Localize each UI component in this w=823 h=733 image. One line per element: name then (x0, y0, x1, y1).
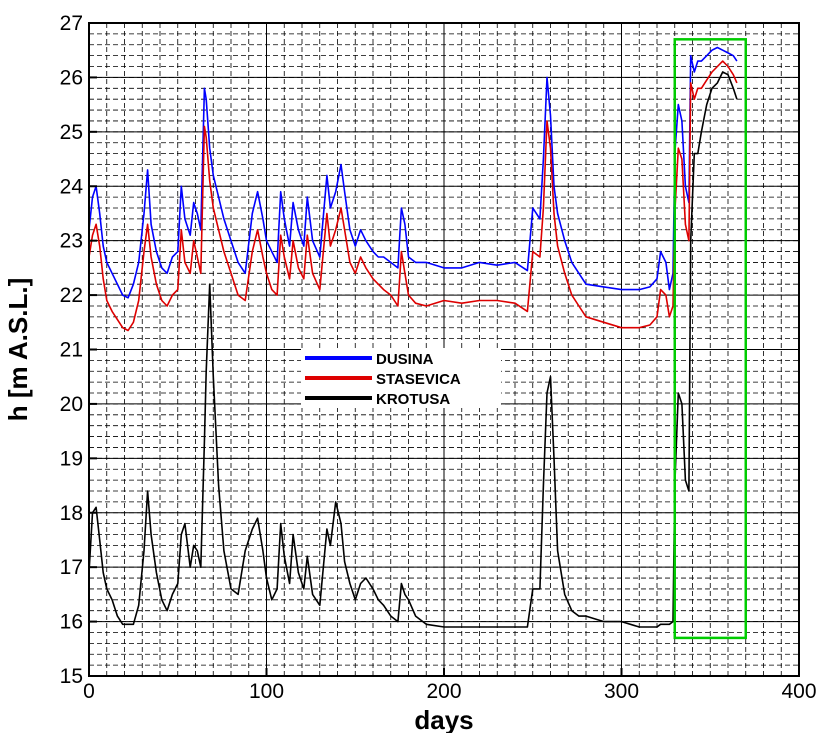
y-tick-label: 25 (60, 121, 83, 144)
series-line-krotusa (88, 71, 738, 628)
y-tick-label: 26 (60, 66, 83, 89)
y-tick-label: 24 (60, 175, 84, 198)
y-tick-label: 18 (60, 502, 83, 525)
x-axis-title: days (414, 705, 473, 733)
y-tick-label: 23 (60, 230, 83, 253)
series-line-stasevica (88, 60, 738, 332)
y-tick-label: 20 (60, 393, 83, 416)
y-tick-label: 17 (60, 556, 83, 579)
y-axis-title: h [m A.S.L.] (3, 278, 33, 421)
y-tick-label: 15 (60, 665, 83, 688)
legend: DUSINA STASEVICA KROTUSA (301, 348, 501, 408)
legend-label-krotusa: KROTUSA (376, 391, 450, 408)
series-line-dusina (88, 46, 738, 299)
x-tick-label: 100 (249, 680, 284, 703)
y-tick-label: 22 (60, 284, 83, 307)
x-tick-label: 200 (426, 680, 461, 703)
x-tick-label: 300 (604, 680, 639, 703)
y-tick-label: 19 (60, 447, 83, 470)
legend-label-stasevica: STASEVICA (376, 371, 461, 388)
legend-label-dusina: DUSINA (376, 351, 434, 368)
x-tick-label: 0 (83, 680, 95, 703)
x-tick-label: 400 (781, 680, 816, 703)
y-tick-label: 21 (60, 339, 83, 362)
y-tick-label: 27 (60, 12, 83, 35)
axes (88, 22, 800, 677)
y-tick-label: 16 (60, 611, 83, 634)
highlight-box (673, 38, 747, 640)
tick-labels: 0 100 200 300 400 15 16 17 18 19 20 21 22 23 24 25 26 27 (60, 12, 817, 703)
series-layer (88, 46, 738, 628)
